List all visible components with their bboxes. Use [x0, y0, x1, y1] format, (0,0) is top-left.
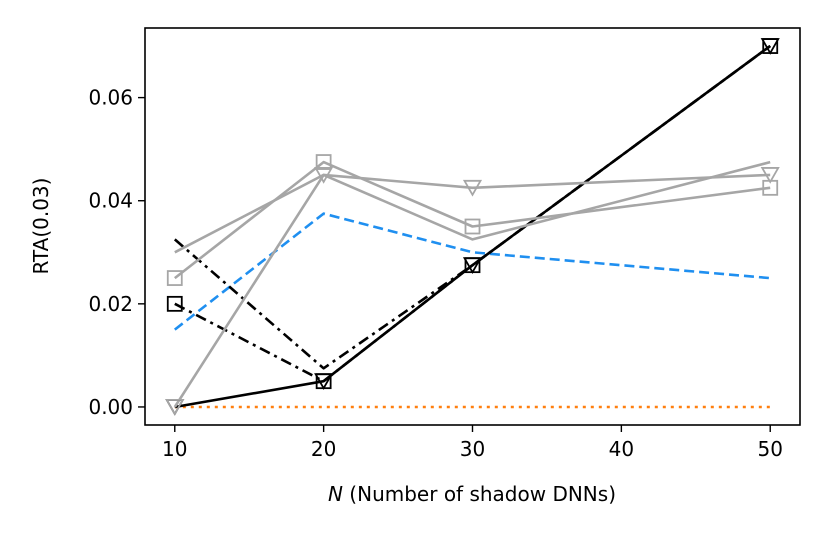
series-line-6 [174, 160, 771, 254]
x-tick-label: 40 [609, 437, 634, 461]
x-tick-label: 10 [162, 437, 187, 461]
series-line-2 [174, 212, 771, 331]
y-tick-label: 0.00 [88, 395, 133, 419]
data-point-marker [314, 373, 334, 390]
y-tick-label: 0.02 [88, 292, 133, 316]
series-markers [165, 38, 780, 416]
y-tick-label: 0.06 [88, 86, 133, 110]
y-axis: 0.00 0.02 0.04 0.06 [88, 86, 145, 419]
x-tick-label: 20 [311, 437, 336, 461]
y-tick-label: 0.04 [88, 189, 133, 213]
x-axis-label-text: (Number of shadow DNNs) [343, 482, 616, 506]
x-axis: 10 20 30 40 50 [162, 425, 783, 461]
series-line-7 [174, 160, 771, 280]
y-axis-label: RTA(0.03) [29, 178, 53, 275]
series-line-8 [173, 173, 771, 408]
series-lines [173, 44, 771, 409]
data-point-marker [314, 167, 334, 184]
x-axis-label-variable: N [328, 482, 343, 506]
x-tick-label: 50 [758, 437, 783, 461]
data-point-marker [462, 257, 483, 274]
data-point-marker [166, 270, 183, 286]
data-point-marker [462, 179, 483, 197]
data-point-marker [760, 38, 780, 55]
data-point-marker [315, 154, 332, 170]
data-point-marker [166, 295, 183, 312]
series-line-4 [174, 44, 771, 383]
series-line-5 [174, 44, 771, 409]
data-point-marker [760, 167, 780, 184]
x-tick-label: 30 [460, 437, 485, 461]
x-axis-label: N (Number of shadow DNNs) [328, 482, 616, 506]
data-point-marker [165, 399, 185, 416]
data-point-marker [464, 218, 481, 235]
